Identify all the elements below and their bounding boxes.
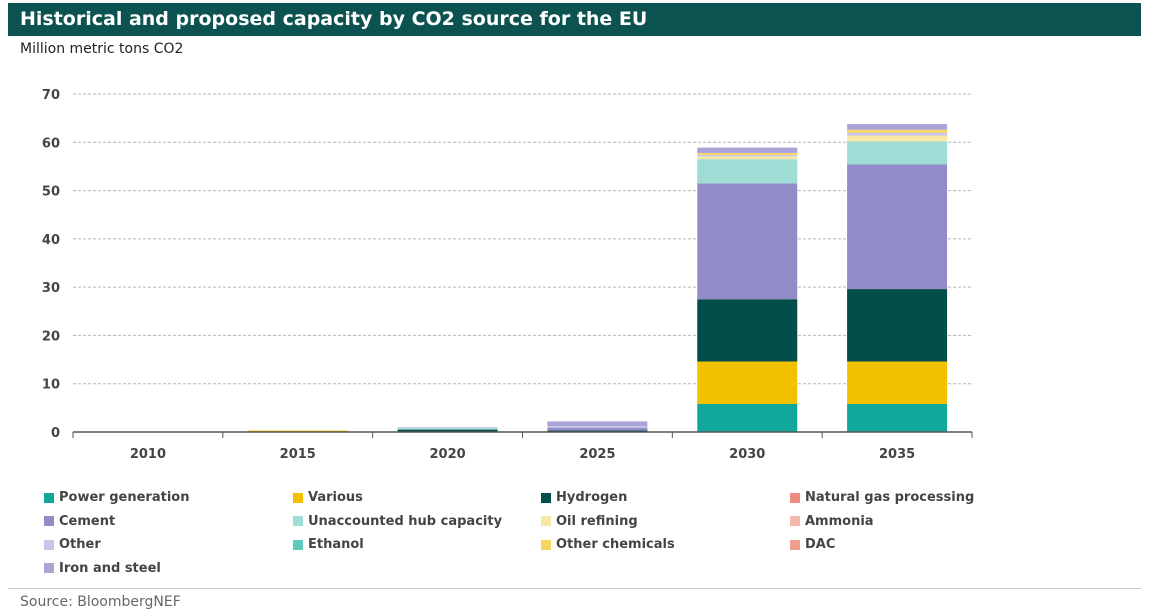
y-tick-label: 70 bbox=[42, 88, 60, 103]
legend-item: Other bbox=[44, 537, 101, 552]
legend-swatch bbox=[541, 492, 551, 503]
y-tick-label: 60 bbox=[42, 136, 60, 151]
bar-segment bbox=[697, 361, 798, 404]
y-tick-label: 20 bbox=[42, 329, 60, 344]
legend-swatch bbox=[790, 492, 800, 503]
bar-segment bbox=[697, 147, 798, 153]
bar-segment bbox=[847, 135, 948, 142]
legend-label: Cement bbox=[59, 513, 116, 529]
bar-segment bbox=[847, 289, 948, 362]
legend-item: Ammonia bbox=[790, 514, 874, 529]
bar-segment bbox=[847, 361, 948, 404]
y-axis-label: Million metric tons CO2 bbox=[20, 41, 184, 57]
legend-label: Ammonia bbox=[805, 513, 874, 529]
footer-divider bbox=[8, 588, 1141, 589]
legend-swatch bbox=[541, 516, 551, 526]
bar-segment bbox=[397, 428, 498, 430]
legend-label: Unaccounted hub capacity bbox=[308, 513, 503, 529]
legend-swatch bbox=[790, 539, 800, 550]
source-note: Source: BloombergNEF bbox=[20, 594, 181, 610]
y-tick-label: 40 bbox=[42, 233, 60, 248]
x-tick-label: 2015 bbox=[280, 447, 316, 462]
legend-item: Ethanol bbox=[293, 537, 364, 552]
legend-item: Iron and steel bbox=[44, 561, 161, 576]
gridlines bbox=[73, 93, 972, 385]
legend-label: Oil refining bbox=[556, 513, 638, 529]
legend-label: Power generation bbox=[59, 490, 190, 505]
x-tick-label: 2035 bbox=[879, 447, 915, 462]
legend-swatch bbox=[293, 539, 303, 550]
legend-swatch bbox=[541, 539, 551, 550]
legend-item: DAC bbox=[790, 537, 835, 552]
legend-swatch bbox=[293, 492, 303, 503]
bar-segment bbox=[847, 123, 948, 130]
bars bbox=[247, 123, 948, 432]
bar-segment bbox=[847, 132, 948, 136]
bar-segment bbox=[697, 152, 798, 155]
legend-item: Power generation bbox=[44, 490, 189, 505]
legend-item: Oil refining bbox=[541, 514, 638, 529]
legend-item: Natural gas processing bbox=[790, 490, 974, 505]
legend-label: Other chemicals bbox=[556, 537, 675, 552]
x-tick-label: 2025 bbox=[579, 447, 615, 462]
bar-segment bbox=[547, 426, 648, 428]
legend-swatch bbox=[790, 516, 800, 526]
bar-segment bbox=[697, 183, 798, 300]
y-tick-label: 0 bbox=[51, 426, 60, 441]
bar-segment bbox=[697, 299, 798, 362]
y-tick-label: 10 bbox=[42, 378, 60, 393]
bar-segment bbox=[697, 156, 798, 160]
chart-title: Historical and proposed capacity by CO2 … bbox=[20, 8, 648, 30]
bar-segment bbox=[847, 164, 948, 290]
bar-segment bbox=[697, 159, 798, 184]
bar-segment bbox=[547, 427, 648, 431]
legend-item: Hydrogen bbox=[541, 490, 627, 505]
legend-label: Iron and steel bbox=[59, 560, 161, 576]
x-tick-label: 2030 bbox=[729, 447, 765, 462]
y-tick-label: 50 bbox=[42, 185, 60, 200]
bar-segment bbox=[697, 154, 798, 157]
legend-swatch bbox=[44, 563, 54, 573]
bar-segment bbox=[847, 403, 948, 432]
legend-label: Ethanol bbox=[308, 537, 364, 552]
title-bar: Historical and proposed capacity by CO2 … bbox=[8, 3, 1141, 36]
legend-swatch bbox=[44, 492, 54, 503]
x-tick-label: 2020 bbox=[429, 447, 465, 462]
legend-label: Various bbox=[308, 490, 363, 505]
legend-item: Unaccounted hub capacity bbox=[293, 514, 502, 529]
legend-swatch bbox=[293, 516, 303, 526]
bar-segment bbox=[847, 141, 948, 165]
legend-swatch bbox=[44, 539, 54, 550]
bar-segment bbox=[847, 129, 948, 133]
bar-segment bbox=[397, 429, 498, 432]
legend-swatch bbox=[44, 516, 54, 526]
x-tick-label: 2010 bbox=[130, 447, 166, 462]
y-tick-label: 30 bbox=[42, 281, 60, 296]
legend-label: DAC bbox=[805, 537, 836, 552]
bar-segment bbox=[397, 427, 498, 429]
legend-item: Cement bbox=[44, 514, 115, 529]
legend-label: Other bbox=[59, 537, 101, 552]
legend-item: Various bbox=[293, 490, 363, 505]
legend-label: Hydrogen bbox=[556, 490, 628, 505]
legend-item: Other chemicals bbox=[541, 537, 675, 552]
bar-segment bbox=[697, 403, 798, 432]
bar-segment bbox=[547, 421, 648, 427]
legend-label: Natural gas processing bbox=[805, 490, 975, 505]
